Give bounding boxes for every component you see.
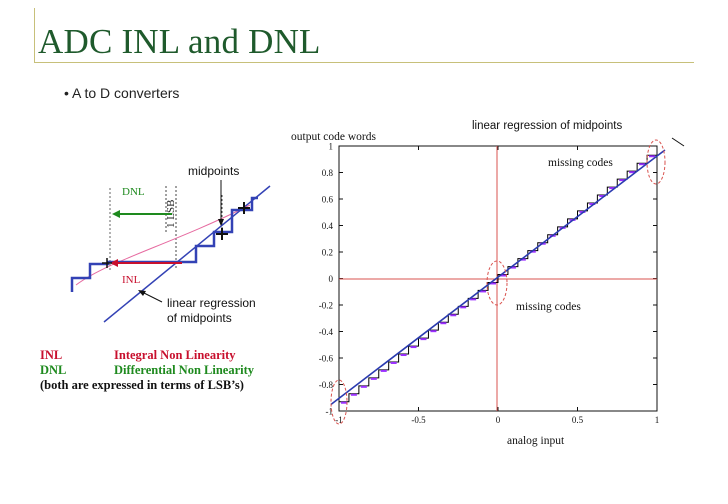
regression-pointer xyxy=(141,291,163,303)
regression-annotation: linear regression of midpoints xyxy=(472,120,622,132)
y-tick-label: -0.2 xyxy=(319,301,333,311)
inl-arrowhead xyxy=(110,259,118,267)
regression-label-line1: linear regression xyxy=(167,296,256,310)
missing-codes-ellipse-bottom xyxy=(330,379,348,425)
y-tick-label: 0.2 xyxy=(322,248,333,258)
x-axis-ticks: -1 -0.5 0 0.5 1 xyxy=(335,146,659,425)
y-tick-label: -0.6 xyxy=(319,354,334,364)
y-tick-label: 0.6 xyxy=(322,195,334,205)
regression-label-line2: of midpoints xyxy=(167,311,232,325)
inl-label: INL xyxy=(122,274,141,286)
missing-codes-ellipse-top xyxy=(646,139,666,185)
y-tick-label: -1 xyxy=(326,407,334,417)
page-title: ADC INL and DNL xyxy=(38,22,321,61)
x-tick-label: -1 xyxy=(335,415,343,425)
legend-full: Integral Non Linearity xyxy=(114,348,236,362)
title-accent-line xyxy=(34,8,35,63)
dnl-label: DNL xyxy=(122,186,145,198)
legend-block: INL Integral Non Linearity DNL Different… xyxy=(40,348,254,393)
lsb-label: 1 LSB xyxy=(165,200,177,228)
dnl-arrowhead xyxy=(112,210,120,218)
staircase-transfer xyxy=(70,196,258,292)
x-tick-label: 0.5 xyxy=(572,415,584,425)
missing-codes-label-mid: missing codes xyxy=(516,301,581,313)
midpoint-marker xyxy=(216,228,228,240)
midpoints-label: midpoints xyxy=(188,164,239,178)
y-tick-label: 0.8 xyxy=(322,168,334,178)
regression-pointer-head xyxy=(138,290,146,296)
legend-row-inl: INL Integral Non Linearity xyxy=(40,348,254,363)
missing-codes-ellipse-mid xyxy=(486,260,508,306)
y-axis-label: output code words xyxy=(291,131,376,143)
legend-row-dnl: DNL Differential Non Linearity xyxy=(40,363,254,378)
legend-full: Differential Non Linearity xyxy=(114,363,255,377)
bullet-text: • A to D converters xyxy=(64,85,180,101)
midpoints-pointer-head xyxy=(218,219,224,226)
missing-codes-label-top: missing codes xyxy=(548,157,613,169)
midpoint-marker xyxy=(102,258,112,268)
title-divider xyxy=(34,62,694,63)
legend-note: (both are expressed in terms of LSB’s) xyxy=(40,378,244,392)
regression-series-line xyxy=(330,149,666,406)
y-tick-label: -0.4 xyxy=(319,327,334,337)
y-tick-label: 1 xyxy=(329,142,334,152)
midpoint-marker xyxy=(238,202,250,214)
x-tick-label: 0 xyxy=(496,415,501,425)
y-axis-ticks: -1 -0.8 -0.6 -0.4 -0.2 0 0.2 0.4 0.6 0.8 1 xyxy=(319,142,657,417)
y-tick-label: 0.4 xyxy=(322,221,334,231)
x-tick-label: 1 xyxy=(655,415,660,425)
legend-abbr: DNL xyxy=(40,363,67,377)
y-tick-label: -0.8 xyxy=(319,380,334,390)
x-tick-label: -0.5 xyxy=(411,415,426,425)
regression-annotation-pointer xyxy=(671,137,685,147)
y-tick-label: 0 xyxy=(329,274,334,284)
legend-abbr: INL xyxy=(40,348,63,362)
x-axis-label: analog input xyxy=(507,435,565,447)
